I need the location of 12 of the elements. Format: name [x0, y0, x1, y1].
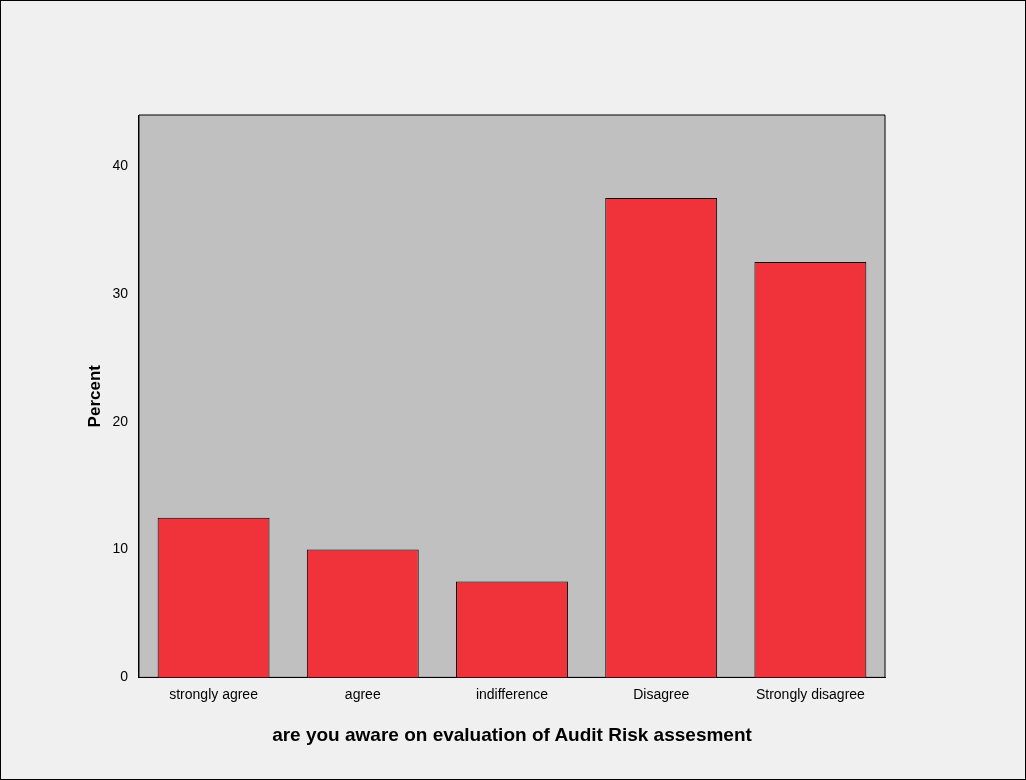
- y-tick-label: 0: [120, 668, 129, 685]
- x-tick-label: indifference: [475, 685, 549, 702]
- y-axis-title: Percent: [84, 364, 104, 428]
- y-tick-label: 10: [112, 540, 129, 557]
- x-tick-label: Disagree: [633, 685, 690, 702]
- y-tick-label: 40: [112, 156, 129, 173]
- x-axis-title: are you aware on evaluation of Audit Risk assesment: [272, 723, 753, 745]
- y-tick-label: 20: [112, 412, 129, 429]
- x-tick-label: strongly agree: [169, 685, 259, 702]
- x-tick-label: Strongly disagree: [755, 685, 866, 702]
- y-tick-label: 30: [112, 284, 129, 301]
- x-tick-label: agree: [344, 685, 381, 702]
